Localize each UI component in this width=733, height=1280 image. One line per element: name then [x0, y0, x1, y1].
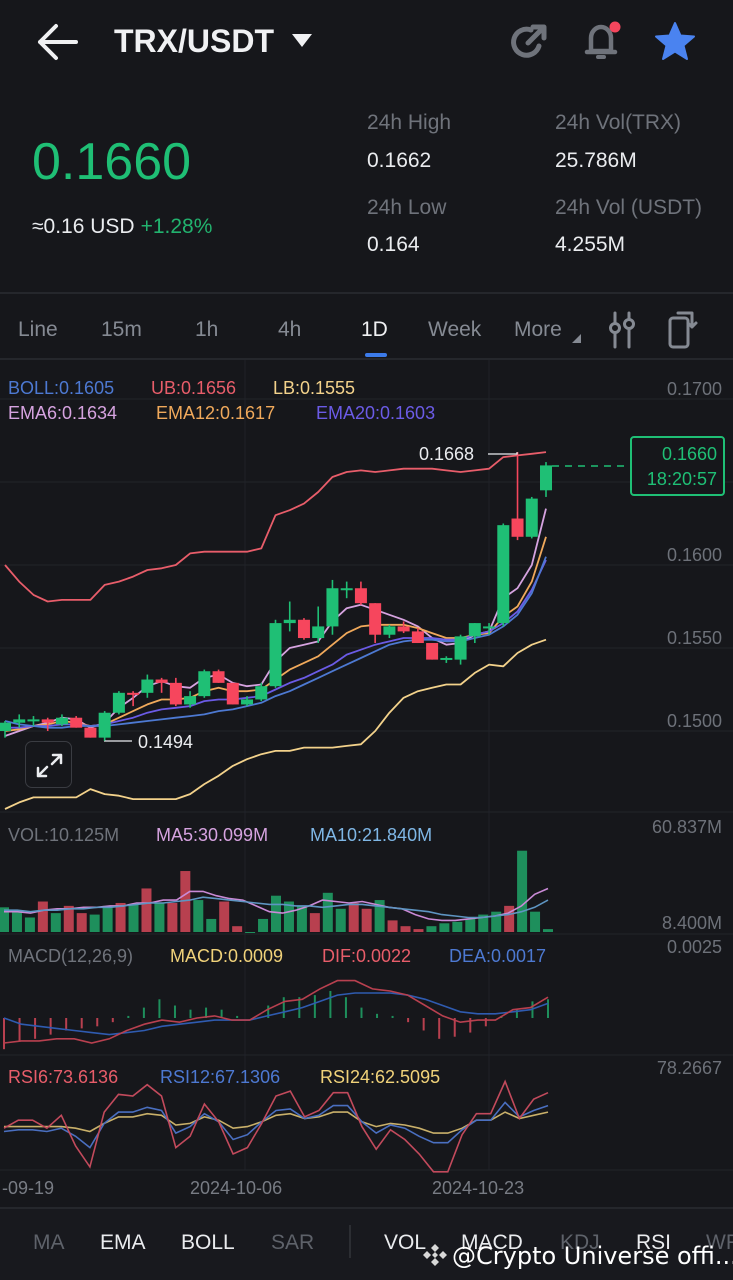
vol-quote-value: 4.255M [555, 233, 626, 256]
indicator-bar: MA EMA BOLL SAR VOL MACD KDJ RSI WR [0, 1207, 733, 1280]
current-price-tag: 0.1660 18:20:57 [630, 436, 725, 496]
vol-base-value: 25.786M [555, 149, 637, 172]
tab-1h[interactable]: 1h [195, 318, 219, 341]
high-value: 0.1662 [367, 149, 432, 172]
favorite-star-icon[interactable] [653, 21, 697, 63]
vol-axis-min: 8.400M [661, 913, 722, 933]
bell-icon[interactable] [582, 19, 622, 61]
indicator-ema[interactable]: EMA [100, 1231, 146, 1254]
watermark: @Crypto Universe offi... [452, 1242, 733, 1270]
vol-quote-label: 24h Vol (USDT) [555, 196, 703, 219]
tab-week[interactable]: Week [428, 318, 482, 341]
change-percent: +1.28% [140, 215, 213, 238]
indicator-boll[interactable]: BOLL [181, 1231, 235, 1254]
notification-dot [609, 21, 621, 33]
vol-legend: VOL:10.125M [8, 825, 120, 845]
dea-value: DEA:0.0017 [449, 946, 547, 966]
header: TRX/USDT [0, 0, 733, 90]
date-label: 2024-10-06 [190, 1178, 283, 1198]
dif-value: DIF:0.0022 [322, 946, 412, 966]
macd-title: MACD(12,26,9) [8, 946, 134, 966]
last-price: 0.1660 [32, 133, 192, 191]
rotate-landscape-icon[interactable] [666, 310, 700, 350]
indicator-ma[interactable]: MA [33, 1231, 65, 1254]
ema12-legend: EMA12:0.1617 [156, 403, 276, 423]
tab-1d[interactable]: 1D [361, 318, 388, 341]
pair-dropdown-caret-icon[interactable] [292, 34, 312, 47]
indicator-vol[interactable]: VOL [384, 1231, 427, 1254]
rsi12-value: RSI12:67.1306 [160, 1067, 281, 1087]
date-label: 2024-10-23 [432, 1178, 525, 1198]
low-label: 24h Low [367, 196, 447, 219]
vol-ma5-legend: MA5:30.099M [156, 825, 269, 845]
candlestick-chart[interactable] [0, 0, 733, 1207]
tab-line[interactable]: Line [18, 318, 58, 341]
price-axis-label: 0.1550 [666, 628, 722, 648]
indicator-sar[interactable]: SAR [271, 1231, 315, 1254]
macd-value: MACD:0.0009 [170, 946, 284, 966]
boll-legend: BOLL:0.1605 [8, 378, 115, 398]
usd-approx-row: ≈0.16 USD +1.28% [32, 215, 212, 239]
share-refresh-icon[interactable] [509, 22, 549, 62]
indicator-macd[interactable]: MACD [461, 1231, 523, 1254]
indicator-rsi[interactable]: RSI [636, 1231, 672, 1254]
current-price: 0.1660 [661, 444, 717, 464]
fullscreen-button[interactable] [25, 741, 72, 788]
active-tab-indicator [365, 353, 387, 357]
vol-base-label: 24h Vol(TRX) [555, 111, 682, 134]
price-axis-label: 0.1700 [666, 379, 722, 399]
tab-more[interactable]: More [514, 318, 562, 342]
indicator-wr[interactable]: WR [706, 1231, 733, 1254]
low-marker-label: 0.1494 [138, 732, 194, 752]
high-label: 24h High [367, 111, 452, 134]
back-arrow-icon[interactable] [34, 22, 80, 62]
candle-countdown: 18:20:57 [646, 469, 717, 489]
rsi6-value: RSI6:73.6136 [8, 1067, 119, 1087]
ub-legend: UB:0.1656 [151, 378, 237, 398]
divider [349, 1225, 351, 1258]
rsi-axis-max: 78.2667 [656, 1058, 722, 1078]
divider [0, 358, 733, 360]
ema20-legend: EMA20:0.1603 [316, 403, 436, 423]
macd-axis-max: 0.0025 [666, 937, 722, 957]
tab-15m[interactable]: 15m [101, 318, 142, 341]
vol-axis-max: 60.837M [651, 817, 722, 837]
rsi24-value: RSI24:62.5095 [320, 1067, 441, 1087]
lb-legend: LB:0.1555 [273, 378, 356, 398]
price-axis-label: 0.1600 [666, 545, 722, 565]
more-caret-icon [572, 334, 581, 343]
pair-title[interactable]: TRX/USDT [114, 23, 274, 59]
indicator-kdj[interactable]: KDJ [560, 1231, 600, 1254]
expand-arrows-icon [36, 753, 63, 778]
high-marker-label: 0.1668 [419, 444, 475, 464]
tab-4h[interactable]: 4h [278, 318, 302, 341]
binance-logo-icon [423, 1244, 447, 1266]
low-value: 0.164 [367, 233, 420, 256]
indicator-settings-icon[interactable] [608, 311, 638, 349]
date-label: -09-19 [2, 1178, 55, 1198]
ema6-legend: EMA6:0.1634 [8, 403, 118, 423]
vol-ma10-legend: MA10:21.840M [310, 825, 433, 845]
tab-more-label: More [514, 318, 562, 341]
divider [0, 292, 733, 294]
price-axis-label: 0.1500 [666, 711, 722, 731]
usd-approx: ≈0.16 USD [32, 215, 135, 238]
